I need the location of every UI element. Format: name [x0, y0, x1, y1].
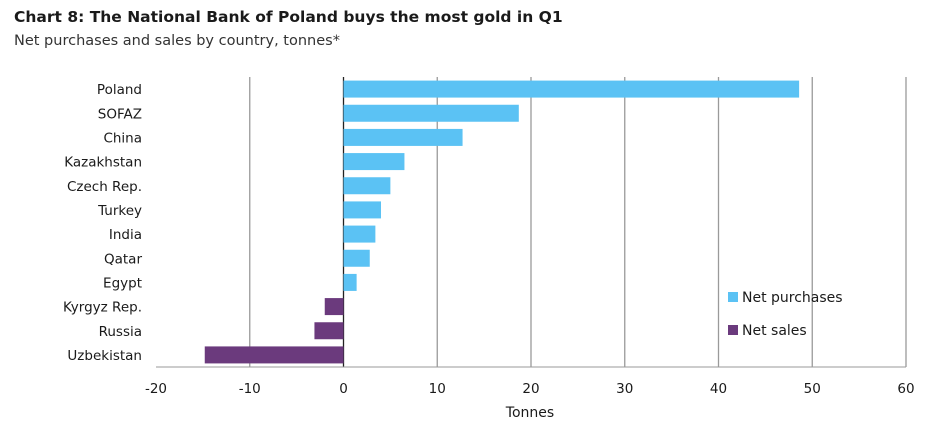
- x-tick-label: 0: [339, 381, 348, 397]
- x-tick-label: -20: [145, 381, 167, 397]
- bar-russia: [314, 322, 344, 340]
- category-label: Egypt: [103, 275, 142, 291]
- x-tick-label: 30: [616, 381, 633, 397]
- legend-label-net-sales: Net sales: [742, 323, 807, 339]
- legend-swatch-net-sales: [728, 325, 738, 335]
- category-label: Uzbekistan: [67, 348, 142, 364]
- x-tick-label: 10: [429, 381, 446, 397]
- bar-egypt: [343, 273, 357, 291]
- x-axis-label: Tonnes: [505, 405, 554, 421]
- category-label: Turkey: [97, 203, 142, 219]
- x-tick-label: -10: [239, 381, 261, 397]
- x-tick-label: 50: [804, 381, 821, 397]
- bar-china: [343, 128, 463, 146]
- bar-sofaz: [343, 104, 519, 122]
- category-label: India: [109, 227, 142, 243]
- chart-title: Chart 8: The National Bank of Poland buy…: [14, 8, 563, 26]
- bars: [204, 80, 800, 364]
- bar-india: [343, 225, 376, 243]
- legend-swatch-net-purchases: [728, 292, 738, 302]
- legend-label-net-purchases: Net purchases: [742, 290, 843, 306]
- x-tick-label: 20: [522, 381, 539, 397]
- x-tick-labels: -20 -10 0 10 20 30 40 50 60: [145, 381, 915, 397]
- category-label: China: [103, 130, 142, 146]
- category-label: Qatar: [104, 251, 142, 267]
- x-tick-label: 40: [710, 381, 727, 397]
- category-label: Kyrgyz Rep.: [63, 300, 142, 316]
- chart-subtitle: Net purchases and sales by country, tonn…: [14, 33, 340, 49]
- category-label: SOFAZ: [98, 106, 142, 122]
- category-labels: Poland SOFAZ China Kazakhstan Czech Rep. Turk…: [63, 82, 143, 364]
- bar-kyrgyz-rep: [324, 298, 344, 316]
- category-label: Poland: [97, 82, 142, 98]
- bar-kazakhstan: [343, 153, 405, 171]
- category-label: Russia: [99, 324, 142, 340]
- bar-uzbekistan: [204, 346, 344, 364]
- x-tick-label: 60: [897, 381, 914, 397]
- bar-czech-rep: [343, 177, 391, 195]
- category-label: Czech Rep.: [67, 179, 142, 195]
- bar-qatar: [343, 249, 370, 267]
- bar-turkey: [343, 201, 381, 219]
- category-label: Kazakhstan: [64, 155, 142, 171]
- legend: Net purchases Net sales: [728, 290, 843, 339]
- grid-lines: [156, 77, 907, 368]
- bar-poland: [343, 80, 800, 98]
